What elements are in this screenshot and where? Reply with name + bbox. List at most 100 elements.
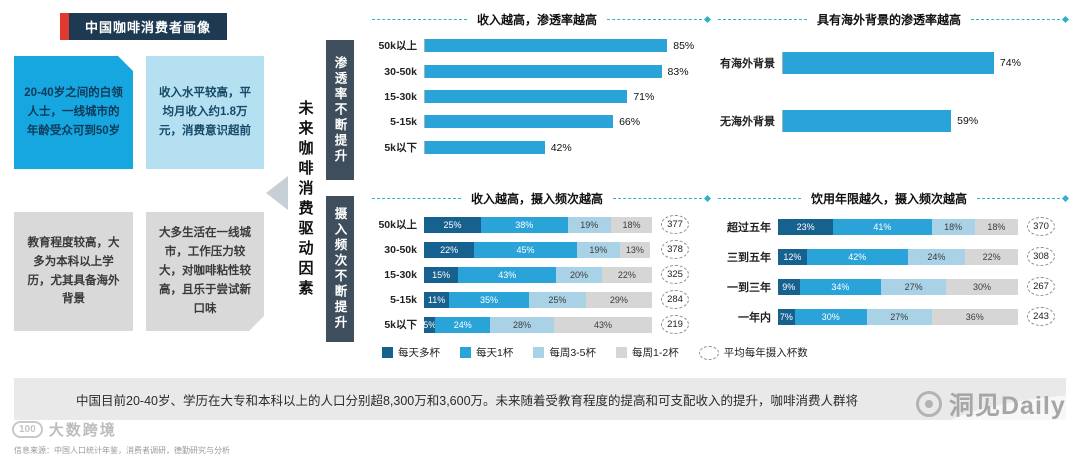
bar-segment: 24% bbox=[435, 316, 491, 333]
section-label-penetration: 渗透率不断提升 bbox=[326, 40, 354, 180]
avg-cups-circle: 377 bbox=[661, 215, 689, 234]
bar bbox=[425, 141, 545, 154]
avg-cups-circle: 308 bbox=[1027, 247, 1055, 266]
dashed-line bbox=[718, 197, 801, 199]
chart-plot: 超过五年 23% 41% 18% 18% 370 三到五年 12% 42% 24% 22% 308 一到… bbox=[718, 217, 1068, 326]
chart-title-row: 具有海外背景的渗透率越高 bbox=[718, 12, 1070, 27]
bar-track: 74% bbox=[782, 52, 1068, 74]
bar bbox=[425, 90, 628, 103]
watermark-text: 洞见Daily bbox=[949, 392, 1066, 420]
bar-segment: 30% bbox=[945, 278, 1018, 295]
chart-income-penetration: 收入越高，渗透率越高 50k以上 85% 30-50k 83% 15-30k 71% 5-1… bbox=[372, 12, 712, 155]
legend-item: 每周3-5杯 bbox=[533, 345, 596, 360]
chart-plot: 有海外背景 74% 无海外背景 59% bbox=[718, 52, 1068, 132]
legend-label: 平均每年摄入杯数 bbox=[723, 347, 808, 359]
legend-swatch bbox=[460, 347, 471, 358]
category-label: 5k以下 bbox=[384, 142, 417, 154]
stacked-bar: 5% 24% 28% 43% bbox=[423, 316, 652, 333]
dashed-circle-icon bbox=[698, 345, 719, 360]
chart-income-frequency: 收入越高，摄入频次越高 50k以上 25% 38% 19% 18% 377 30-50k 22… bbox=[372, 191, 712, 334]
profile-box-lifestyle: 大多生活在一线城市，工作压力较大，对咖啡粘性较高，且乐于尝试新口味 bbox=[146, 212, 264, 331]
value-label: 42% bbox=[550, 141, 572, 154]
stacked-bar: 11% 35% 25% 29% bbox=[424, 291, 652, 308]
bar bbox=[783, 110, 952, 132]
chart-row: 30-50k 83% bbox=[372, 65, 710, 78]
avg-cups-circle: 243 bbox=[1027, 307, 1055, 326]
chart-legend: 每天多杯 每天1杯 每周3-5杯 每周1-2杯 平均每年摄入杯数 bbox=[382, 345, 808, 360]
bar-segment: 13% bbox=[620, 241, 650, 258]
chart-row: 超过五年 23% 41% 18% 18% 370 bbox=[718, 217, 1068, 236]
chart-row: 一到三年 9% 34% 27% 30% 267 bbox=[718, 277, 1068, 296]
avg-cups-circle: 378 bbox=[661, 240, 689, 259]
bar-segment: 19% bbox=[576, 241, 621, 258]
category-label: 50k以上 bbox=[378, 219, 417, 231]
section-label-frequency: 摄入频次不断提升 bbox=[326, 196, 354, 342]
avg-cups-circle: 219 bbox=[661, 315, 689, 334]
legend-label: 每周1-2杯 bbox=[632, 347, 679, 359]
chart-row: 5k以下 42% bbox=[372, 140, 710, 155]
bar-segment: 27% bbox=[866, 308, 932, 325]
category-label: 无海外背景 bbox=[720, 116, 775, 128]
bar bbox=[425, 115, 614, 128]
left-arrow-icon bbox=[266, 176, 288, 210]
diamond-icon bbox=[703, 194, 712, 202]
bar-segment: 43% bbox=[458, 266, 557, 283]
bar-track: 42% bbox=[424, 141, 710, 154]
diamond-icon bbox=[1061, 194, 1070, 202]
dashu-kuajing-logo: 100 大数跨境 bbox=[12, 419, 117, 440]
bar-segment: 5% bbox=[423, 316, 436, 333]
category-label: 三到五年 bbox=[727, 251, 771, 264]
chart-overseas-penetration: 具有海外背景的渗透率越高 有海外背景 74% 无海外背景 59% bbox=[718, 12, 1070, 132]
chart-plot: 50k以上 25% 38% 19% 18% 377 30-50k 22% 45% 19% 13% 37… bbox=[372, 215, 710, 334]
bar-segment: 9% bbox=[778, 278, 800, 295]
chart-title-row: 收入越高，渗透率越高 bbox=[372, 12, 712, 27]
badge-accent-bar bbox=[60, 13, 69, 40]
category-label: 30-50k bbox=[384, 243, 417, 256]
bar-segment: 7% bbox=[778, 308, 795, 325]
chart-row: 无海外背景 59% bbox=[718, 110, 1068, 132]
bar-segment: 18% bbox=[931, 218, 975, 235]
bar-segment: 19% bbox=[567, 216, 611, 233]
profile-box-education: 教育程度较高，大多为本科以上学历，尤其具备海外背景 bbox=[14, 212, 133, 331]
stacked-bar: 15% 43% 20% 22% bbox=[424, 266, 652, 283]
chart-row: 有海外背景 74% bbox=[718, 52, 1068, 74]
value-label: 71% bbox=[633, 90, 655, 103]
bar-segment: 22% bbox=[965, 248, 1018, 265]
category-label: 15-30k bbox=[384, 90, 417, 103]
category-label: 5-15k bbox=[390, 115, 417, 128]
logo-name: 大数跨境 bbox=[48, 422, 117, 439]
bar-track: 59% bbox=[782, 110, 1068, 132]
dashed-line bbox=[977, 197, 1061, 199]
bar-segment: 12% bbox=[778, 248, 807, 265]
dongjian-daily-watermark: 洞见Daily bbox=[916, 386, 1066, 422]
value-label: 66% bbox=[619, 115, 641, 128]
stacked-bar: 7% 30% 27% 36% bbox=[778, 308, 1018, 325]
chart-row: 一年内 7% 30% 27% 36% 243 bbox=[718, 307, 1068, 326]
bar-segment: 34% bbox=[799, 278, 882, 295]
legend-item: 每周1-2杯 bbox=[616, 345, 679, 360]
stacked-bar: 12% 42% 24% 22% bbox=[778, 248, 1018, 265]
bar-segment: 41% bbox=[833, 218, 932, 235]
stacked-bar: 22% 45% 19% 13% bbox=[424, 241, 652, 258]
bar-segment: 38% bbox=[481, 216, 568, 233]
bar-segment: 15% bbox=[424, 266, 459, 283]
bar-segment: 30% bbox=[794, 308, 867, 325]
bar-segment: 43% bbox=[553, 316, 652, 333]
category-label: 50k以上 bbox=[378, 40, 417, 52]
bar-segment: 24% bbox=[907, 248, 966, 265]
chart-title: 具有海外背景的渗透率越高 bbox=[817, 12, 962, 27]
bar-track: 85% bbox=[424, 39, 710, 52]
legend-swatch bbox=[382, 347, 393, 358]
chart-row: 30-50k 22% 45% 19% 13% 378 bbox=[372, 240, 710, 259]
source-note: 信息来源：中国人口统计年鉴，消费者调研，德勤研究与分析 bbox=[14, 446, 230, 455]
dashed-line bbox=[372, 197, 461, 199]
chart-title-row: 收入越高，摄入频次越高 bbox=[372, 191, 712, 206]
page-title: 中国咖啡消费者画像 bbox=[69, 13, 228, 40]
summary-band: 中国目前20-40岁、学历在大专和本科以上的人口分别超8,300万和3,600万… bbox=[14, 378, 1066, 420]
chart-row: 50k以上 25% 38% 19% 18% 377 bbox=[372, 215, 710, 234]
category-label: 15-30k bbox=[384, 268, 417, 281]
dashed-line bbox=[613, 197, 703, 199]
chart-row: 5-15k 11% 35% 25% 29% 284 bbox=[372, 290, 710, 309]
driver-vertical-label: 未来咖啡消费驱动因素 bbox=[296, 100, 314, 300]
chart-row: 5-15k 66% bbox=[372, 115, 710, 128]
